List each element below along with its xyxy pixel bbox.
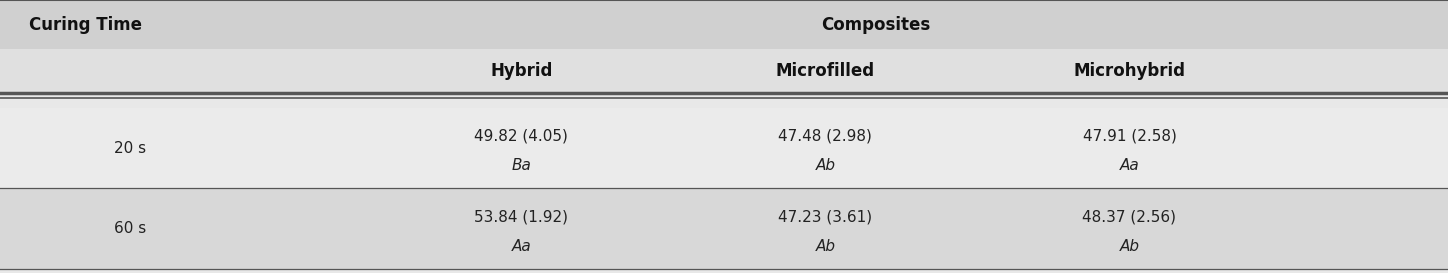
Text: 53.84 (1.92): 53.84 (1.92) — [475, 209, 568, 224]
Text: 47.23 (3.61): 47.23 (3.61) — [778, 209, 873, 224]
Text: Ab: Ab — [815, 158, 835, 173]
Text: Aa: Aa — [1119, 158, 1140, 173]
Text: 48.37 (2.56): 48.37 (2.56) — [1083, 209, 1176, 224]
Text: 60 s: 60 s — [114, 221, 146, 236]
Bar — [0, 188, 1448, 269]
Text: 47.48 (2.98): 47.48 (2.98) — [779, 129, 872, 144]
Text: Hybrid: Hybrid — [489, 62, 553, 80]
Text: Microfilled: Microfilled — [776, 62, 875, 80]
Bar — [0, 49, 1448, 93]
Text: Ba: Ba — [511, 158, 531, 173]
Text: 20 s: 20 s — [114, 141, 146, 156]
Text: 47.91 (2.58): 47.91 (2.58) — [1083, 129, 1176, 144]
Text: 49.82 (4.05): 49.82 (4.05) — [475, 129, 568, 144]
Bar — [0, 0, 1448, 49]
Text: Microhybrid: Microhybrid — [1073, 62, 1186, 80]
Text: Curing Time: Curing Time — [29, 16, 142, 34]
Bar — [0, 108, 1448, 188]
Text: Composites: Composites — [821, 16, 931, 34]
Text: Aa: Aa — [511, 239, 531, 254]
Text: Ab: Ab — [815, 239, 835, 254]
Text: Ab: Ab — [1119, 239, 1140, 254]
